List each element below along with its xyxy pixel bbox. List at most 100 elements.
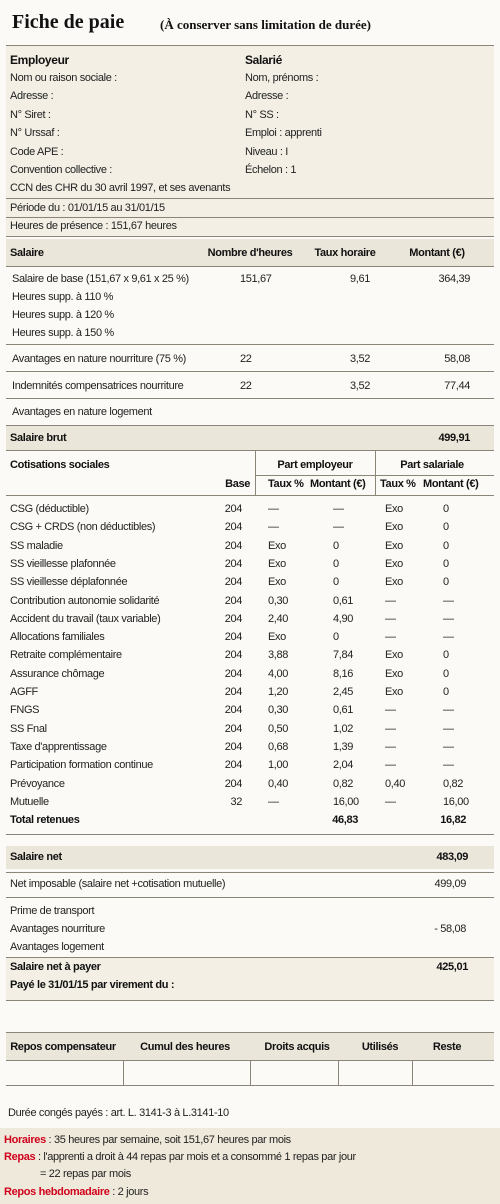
- leave-duration: Durée congés payés : art. L. 3141-3 à L.…: [8, 1107, 229, 1119]
- amount-value: 364,39: [438, 273, 470, 285]
- band: [6, 958, 494, 1000]
- employee-field: N° SS :: [245, 108, 279, 121]
- contribution-value: 0,50: [268, 722, 289, 735]
- contribution-value: —: [385, 722, 396, 735]
- contribution-value: —: [443, 759, 454, 772]
- column-rule: [375, 451, 376, 495]
- rule: [6, 45, 494, 46]
- rule: [255, 475, 494, 476]
- contribution-label: Taxe d'apprentissage: [10, 740, 107, 753]
- taxable-amount: 499,09: [434, 878, 466, 890]
- contribution-value: —: [443, 722, 454, 735]
- contribution-value: Exo: [268, 539, 286, 552]
- employee-part: Part salariale: [400, 459, 464, 471]
- salary-header: Salaire: [10, 247, 44, 259]
- period: Période du : 01/01/15 au 31/01/15: [10, 202, 165, 214]
- note: Repas : l'apprenti a droit à 44 repas pa…: [4, 1150, 356, 1164]
- contribution-value: 204: [224, 649, 243, 662]
- contribution-value: 0: [443, 503, 449, 515]
- column-rule: [250, 1060, 251, 1085]
- contribution-value: 1,00: [268, 759, 289, 772]
- note-text: : 2 jours: [109, 1186, 149, 1198]
- amount-value: 77,44: [444, 380, 470, 392]
- net-label: Salaire net: [10, 851, 62, 863]
- employee-field: Adresse :: [245, 90, 289, 103]
- pay-label: Salaire net à payer: [10, 961, 101, 973]
- column-head: Taux %: [268, 478, 304, 490]
- employer-field: N° Siret :: [10, 108, 51, 121]
- contribution-value: —: [385, 740, 396, 753]
- contribution-value: Exo: [385, 576, 403, 589]
- contribution-value: 3,88: [268, 649, 289, 662]
- contribution-value: 204: [224, 777, 243, 790]
- salary-header: Taux horaire: [314, 247, 376, 259]
- rule: [6, 425, 494, 426]
- contribution-value: 0,30: [268, 594, 289, 607]
- contribution-value: Exo: [268, 557, 286, 570]
- contribution-value: 0,82: [443, 777, 464, 790]
- contribution-label: AGFF: [10, 686, 38, 698]
- contribution-value: 4,00: [268, 667, 289, 680]
- contribution-value: 204: [224, 594, 243, 607]
- contribution-value: 0: [333, 631, 339, 644]
- contribution-value: 0,61: [333, 704, 354, 717]
- rest-header: Utilisés: [361, 1041, 399, 1053]
- gross-label: Salaire brut: [10, 432, 67, 444]
- contribution-value: 16,00: [443, 795, 469, 808]
- column-head: Montant (€): [423, 478, 479, 490]
- contribution-value: Exo: [385, 686, 403, 698]
- contribution-value: 204: [224, 740, 243, 753]
- employer-part: Part employeur: [277, 459, 353, 471]
- net-amount: 483,09: [436, 851, 468, 863]
- taxable-label: Net imposable (salaire net +cotisation m…: [10, 878, 226, 890]
- band: [6, 1032, 494, 1060]
- extra-label: Prime de transport: [10, 905, 95, 917]
- contribution-value: —: [443, 704, 454, 717]
- contribution-value: 204: [224, 503, 243, 515]
- contribution-value: Exo: [385, 539, 403, 552]
- contribution-label: Retraite complémentaire: [10, 649, 122, 662]
- contribution-value: 16,00: [333, 795, 359, 808]
- contribution-value: —: [268, 521, 279, 534]
- note-label: Repas: [4, 1151, 36, 1163]
- contribution-value: 204: [224, 759, 243, 772]
- contribution-value: 0: [443, 667, 449, 680]
- contribution-value: —: [268, 795, 279, 808]
- rule: [6, 198, 494, 199]
- rest-header: Cumul des heures: [140, 1041, 230, 1053]
- rule: [6, 217, 494, 218]
- contribution-label: SS vieillesse plafonnée: [10, 557, 116, 570]
- column-rule: [412, 1060, 413, 1085]
- contribution-value: 0,30: [268, 704, 289, 717]
- rate-value: 3,52: [349, 353, 370, 365]
- contribution-label: Assurance chômage: [10, 667, 105, 680]
- pay-amount: 425,01: [436, 961, 468, 973]
- rule: [6, 1032, 494, 1033]
- employee-field: Emploi : apprenti: [245, 127, 322, 140]
- column-rule: [255, 451, 256, 495]
- contribution-value: 0: [333, 539, 339, 552]
- note-label: Horaires: [4, 1134, 46, 1146]
- salary-line: Avantages en nature logement: [12, 406, 152, 418]
- contribution-value: 204: [224, 722, 243, 735]
- column-rule: [338, 1060, 339, 1085]
- salary-line: Heures supp. à 120 %: [12, 309, 114, 321]
- rule: [6, 266, 494, 267]
- contribution-value: 0,68: [268, 740, 289, 753]
- contribution-value: Exo: [268, 631, 286, 644]
- contribution-value: 2,40: [268, 612, 289, 625]
- contribution-value: —: [268, 503, 279, 515]
- contribution-value: —: [385, 594, 396, 607]
- note-text: : l'apprenti a droit à 44 repas par mois…: [35, 1151, 356, 1163]
- amount-value: 58,08: [444, 353, 470, 365]
- contribution-value: —: [385, 795, 396, 808]
- contribution-value: 0,40: [385, 777, 406, 790]
- rest-header: Reste: [432, 1041, 462, 1053]
- contribution-value: Exo: [385, 667, 403, 680]
- contribution-value: 204: [224, 539, 243, 552]
- title: Fiche de paie: [12, 11, 125, 33]
- contribution-value: Exo: [385, 557, 403, 570]
- contribution-label: FNGS: [10, 704, 40, 717]
- payment-line: Payé le 31/01/15 par virement du :: [10, 979, 175, 991]
- note-label: Repos hebdomadaire: [4, 1186, 110, 1198]
